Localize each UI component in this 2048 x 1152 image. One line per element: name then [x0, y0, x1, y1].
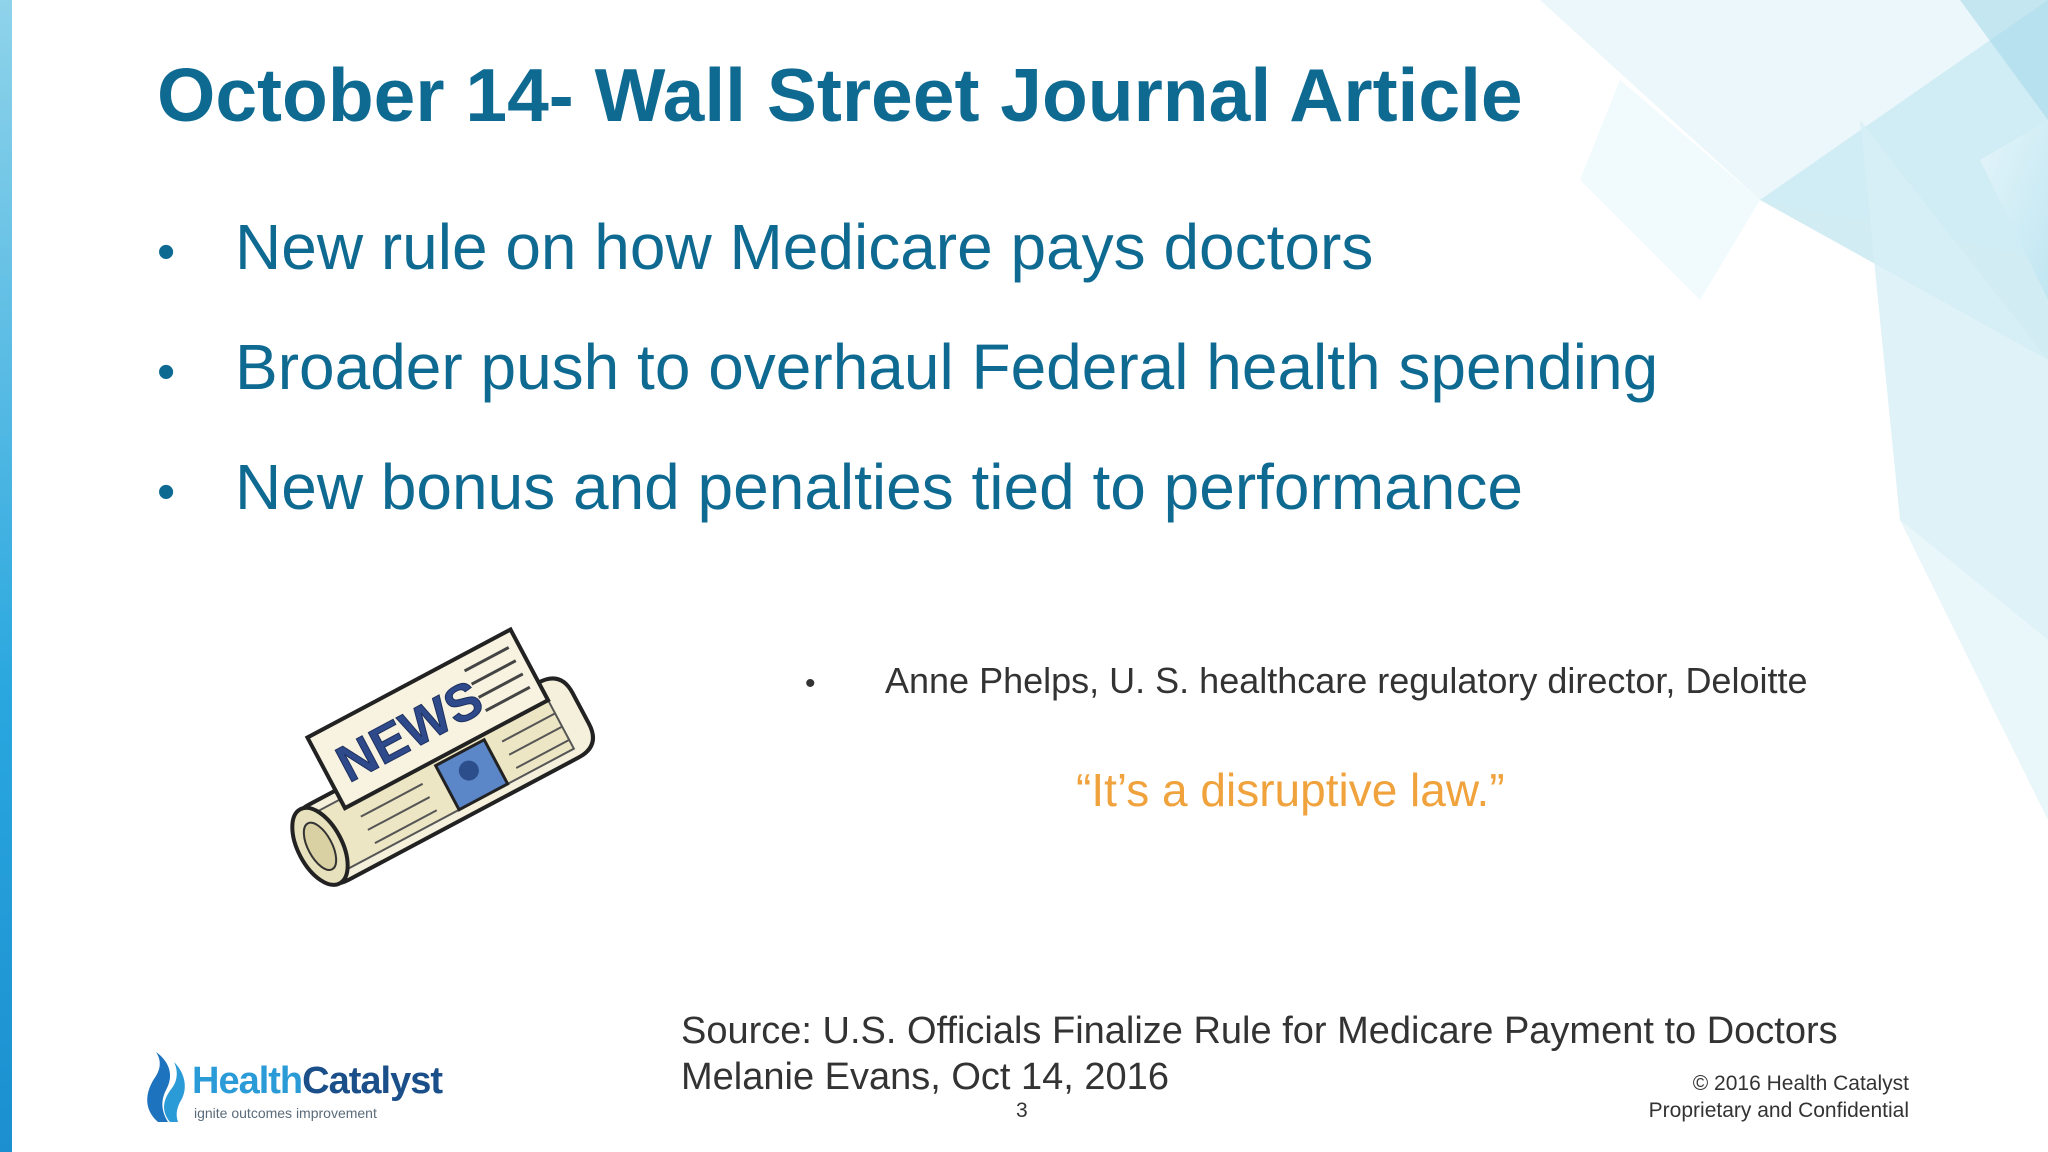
logo-name-part1: Health [192, 1060, 303, 1102]
bullet-text: New bonus and penalties tied to performa… [235, 451, 1523, 523]
logo-wordmark: HealthCatalyst [192, 1060, 443, 1103]
newspaper-icon: NEWS [290, 626, 595, 887]
page-number: 3 [1016, 1099, 1028, 1122]
slide-title: October 14- Wall Street Journal Article [157, 53, 1523, 137]
bullet-item: • Broader push to overhaul Federal healt… [157, 330, 1658, 450]
left-accent-bar [0, 0, 12, 1152]
source-citation: Source: U.S. Officials Finalize Rule for… [681, 1008, 1838, 1100]
pull-quote: “It’s a disruptive law.” [1076, 764, 1505, 816]
copyright-line-1: © 2016 Health Catalyst [1692, 1072, 1909, 1095]
bullet-item: • New bonus and penalties tied to perfor… [157, 450, 1658, 570]
bullet-dot: • [157, 223, 176, 281]
copyright-line-2: Proprietary and Confidential [1648, 1099, 1909, 1122]
bullet-list: • New rule on how Medicare pays doctors … [157, 210, 1658, 570]
bullet-text: New rule on how Medicare pays doctors [235, 211, 1374, 283]
copyright-notice: © 2016 Health Catalyst Proprietary and C… [1649, 1070, 1909, 1124]
attribution-text: Anne Phelps, U. S. healthcare regulatory… [885, 660, 1808, 701]
health-catalyst-logo: HealthCatalyst ignite outcomes improveme… [140, 1052, 443, 1124]
source-line-1: Source: U.S. Officials Finalize Rule for… [681, 1010, 1838, 1052]
bullet-text: Broader push to overhaul Federal health … [235, 331, 1659, 403]
quote-attribution: • Anne Phelps, U. S. healthcare regulato… [805, 660, 1808, 702]
bullet-dot: • [157, 343, 176, 401]
flame-logo-icon [147, 1052, 185, 1122]
source-line-2: Melanie Evans, Oct 14, 2016 [681, 1056, 1169, 1098]
logo-tagline: ignite outcomes improvement [194, 1105, 377, 1121]
attribution-bullet: • [805, 667, 816, 700]
bullet-item: • New rule on how Medicare pays doctors [157, 210, 1658, 330]
bullet-dot: • [157, 463, 176, 521]
logo-name-part2: Catalyst [302, 1060, 443, 1102]
